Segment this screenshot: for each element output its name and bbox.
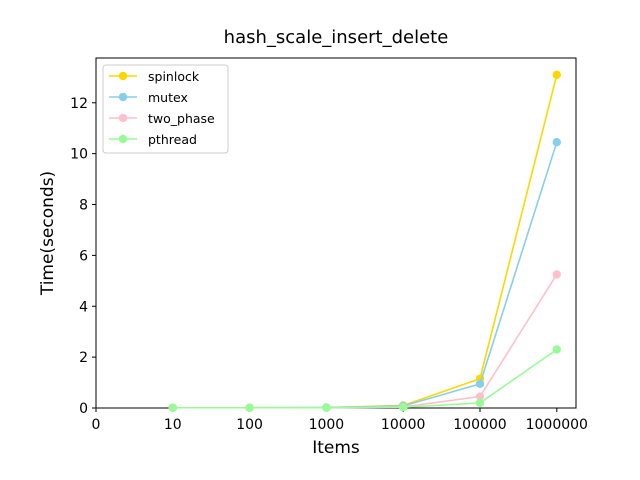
x-tick-label: 10000 <box>381 417 426 433</box>
data-point <box>475 398 485 408</box>
legend-entry: pthread <box>109 132 197 147</box>
legend-swatch-marker <box>118 134 128 144</box>
legend-label: two_phase <box>148 111 215 126</box>
data-point <box>552 345 561 354</box>
y-tick-label: 8 <box>79 198 88 214</box>
y-axis-label: Time(seconds) <box>38 171 58 296</box>
legend-entry: spinlock <box>109 69 200 84</box>
x-axis-label: Items <box>312 438 360 458</box>
x-tick-label: 10 <box>164 417 182 433</box>
x-tick-label: 100 <box>236 417 263 433</box>
series-line <box>172 141 558 409</box>
data-point <box>168 403 177 412</box>
series-mutex <box>168 137 561 412</box>
data-point <box>552 270 561 279</box>
x-tick-label: 100000 <box>453 417 506 433</box>
series-pthread <box>168 345 561 412</box>
y-tick-label: 10 <box>70 147 88 163</box>
x-tick-label: 0 <box>92 417 101 433</box>
data-point <box>475 392 485 401</box>
y-tick-label: 4 <box>79 299 88 315</box>
legend-swatch-marker <box>118 113 128 123</box>
legend-entry: mutex <box>109 90 188 105</box>
legend-entry: two_phase <box>109 111 215 126</box>
data-point <box>552 70 561 79</box>
legend-box <box>102 64 229 154</box>
series-line <box>172 348 558 409</box>
y-tick-label: 0 <box>79 401 88 417</box>
data-point <box>245 403 254 412</box>
data-point <box>399 403 408 412</box>
series-line <box>172 274 558 409</box>
legend-label: spinlock <box>148 69 200 84</box>
x-tick-label: 1000 <box>309 417 345 433</box>
y-tick-label: 6 <box>79 248 88 264</box>
x-tick-label: 1000000 <box>526 417 588 433</box>
legend-label: pthread <box>148 132 197 147</box>
legend-swatch-marker <box>118 71 128 81</box>
legend-swatch-marker <box>118 92 128 102</box>
data-point <box>552 137 561 147</box>
series-line <box>172 74 558 409</box>
y-tick-label: 2 <box>79 350 88 366</box>
data-point <box>475 379 485 389</box>
chart-title: hash_scale_insert_delete <box>224 27 449 48</box>
legend-label: mutex <box>148 90 188 105</box>
y-tick-label: 12 <box>70 96 88 112</box>
data-point <box>322 403 331 412</box>
